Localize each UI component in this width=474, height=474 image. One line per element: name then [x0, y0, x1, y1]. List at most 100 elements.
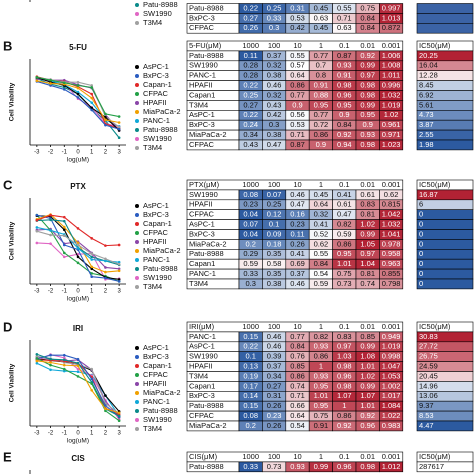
- cell-value: 0.94: [337, 140, 352, 149]
- data-point: [35, 226, 39, 229]
- cell-value: 0.86: [337, 239, 352, 248]
- cell-value: 0.23: [290, 220, 305, 229]
- row-label: BxPC-3: [189, 229, 215, 238]
- cell-value: 0.15: [243, 401, 258, 410]
- cell-value: 0.3: [269, 23, 279, 32]
- cell-value: 0.82: [314, 332, 329, 341]
- cell-value: 0.86: [290, 371, 305, 380]
- plot-title: 5-FU: [69, 43, 87, 52]
- data-point: [104, 244, 107, 247]
- cell-value: 0.37: [267, 51, 282, 60]
- legend-label: HPAFII: [143, 98, 167, 107]
- cell-value: 1: [342, 401, 346, 410]
- column-header: 0.01: [360, 452, 375, 461]
- cell-value: 1.02: [384, 110, 399, 119]
- legend-label: Patu-8988: [143, 264, 178, 273]
- cell-value: 0.75: [360, 3, 375, 12]
- ic50-header: IC50(μM): [419, 180, 451, 189]
- data-point: [90, 255, 94, 259]
- legend-label: Patu-8988: [143, 125, 178, 134]
- cell-value: 0.41: [290, 249, 305, 258]
- ic50-cell: [416, 229, 474, 240]
- cell-value: 0.37: [290, 269, 305, 278]
- legend-label: T3M4: [143, 424, 162, 433]
- ic50-value: 4.73: [419, 110, 434, 119]
- cell-value: 0.7: [316, 61, 326, 70]
- cell-value: 0.998: [382, 352, 401, 361]
- data-point: [62, 369, 66, 373]
- cell-value: 0.815: [382, 200, 401, 209]
- cell-value: 0.24: [243, 120, 258, 129]
- cell-value: 0.11: [244, 51, 258, 60]
- ic50-value: 0: [419, 279, 423, 288]
- ic50-cell: [416, 22, 474, 34]
- x-tick-label: 2: [104, 431, 108, 437]
- data-point: [49, 229, 52, 232]
- column-header: 0.1: [339, 180, 349, 189]
- data-point: [104, 112, 107, 116]
- legend-label: HPAFII: [143, 237, 167, 246]
- cell-value: 0.16: [290, 210, 305, 219]
- cell-value: 1.01: [360, 362, 375, 371]
- cell-value: 0.96: [360, 421, 375, 430]
- legend-marker: [135, 146, 139, 150]
- legend-marker: [135, 355, 139, 359]
- heat-cell: [379, 420, 404, 432]
- data-point: [49, 213, 52, 217]
- cell-value: 0.86: [314, 130, 329, 139]
- legend-label: MiaPaCa-2: [143, 388, 181, 397]
- data-point: [35, 241, 39, 245]
- cell-value: 0.872: [382, 23, 401, 32]
- cell-value: 0.77: [314, 51, 329, 60]
- cell-value: 0.2: [245, 239, 255, 248]
- legend-marker: [135, 364, 139, 368]
- cell-value: 1.08: [360, 352, 375, 361]
- data-point: [104, 276, 107, 280]
- cell-value: 0.978: [382, 239, 401, 248]
- row-label: T3M4: [189, 279, 208, 288]
- cell-value: 1.013: [382, 13, 401, 22]
- ic50-cell: [416, 239, 474, 250]
- ic50-cell: [416, 461, 474, 473]
- x-tick-label: 3: [117, 431, 121, 437]
- ic50-value: 26.75: [419, 352, 438, 361]
- cell-value: 0.27: [243, 100, 258, 109]
- column-header: 1000: [242, 41, 259, 50]
- data-point: [90, 96, 94, 100]
- column-header: 10: [293, 41, 301, 50]
- cell-value: 0.04: [243, 210, 258, 219]
- x-tick-label: -2: [48, 150, 54, 156]
- cell-value: 0.28: [243, 61, 258, 70]
- data-point: [76, 96, 80, 99]
- data-point: [35, 357, 39, 360]
- cell-value: 0.08: [243, 411, 258, 420]
- column-header: 0.01: [360, 180, 375, 189]
- cell-value: 0.15: [243, 332, 258, 341]
- data-point: [76, 80, 80, 84]
- legend-marker: [135, 427, 139, 431]
- cell-value: 0.25: [267, 3, 282, 12]
- data-point: [90, 237, 94, 240]
- legend-label: T3M4: [143, 143, 162, 152]
- cell-value: 1.006: [382, 51, 401, 60]
- data-point: [90, 265, 94, 269]
- cell-value: 0.82: [337, 220, 352, 229]
- data-point: [117, 243, 121, 247]
- data-point: [35, 76, 39, 79]
- heat-cell: [379, 278, 404, 290]
- cell-value: 1.07: [360, 391, 375, 400]
- data-point: [76, 261, 80, 265]
- legend-label: CFPAC: [143, 370, 168, 379]
- cell-value: 0.9: [339, 110, 349, 119]
- cell-value: 0.83: [337, 332, 352, 341]
- cell-value: 0.63: [314, 13, 329, 22]
- data-point: [117, 411, 121, 415]
- x-tick-label: -2: [48, 431, 54, 437]
- cell-value: 0.35: [267, 269, 282, 278]
- ic50-cell: [416, 219, 474, 230]
- cell-value: 0.75: [337, 269, 352, 278]
- row-label: AsPC-1: [189, 342, 215, 351]
- cell-value: 1.053: [382, 371, 401, 380]
- legend-label: SW1990: [143, 9, 172, 18]
- cell-value: 0.25: [243, 90, 258, 99]
